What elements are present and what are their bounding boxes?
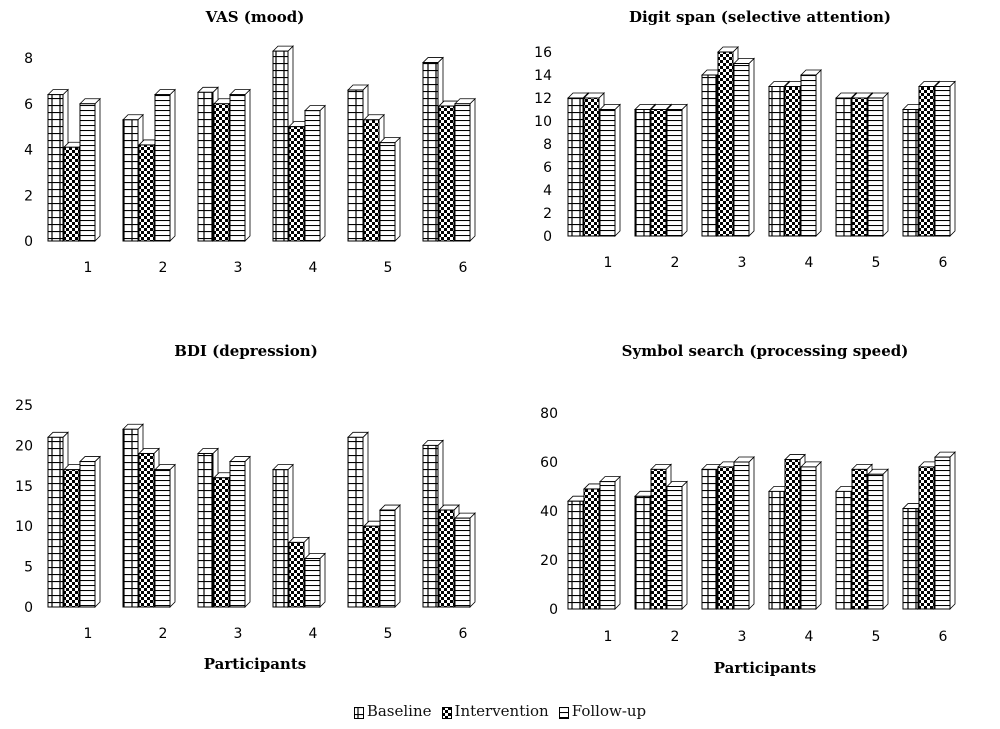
legend-swatch-intervention-icon <box>441 705 452 719</box>
x-tick-label: 5 <box>872 255 881 271</box>
chart-title: Symbol search (processing speed) <box>622 342 909 360</box>
legend-label: Intervention <box>454 702 549 720</box>
bar-followup <box>379 136 401 242</box>
chart-panel-vas-mood: VAS (mood) 0 2 4 6 8 1 2 3 4 5 6 <box>24 8 476 276</box>
bar-followup <box>454 512 476 608</box>
y-tick-label: 20 <box>15 438 33 454</box>
bar-followup <box>934 80 956 237</box>
x-tick-label: 6 <box>459 626 468 642</box>
bar-followup <box>666 103 688 237</box>
x-tick-label: 3 <box>234 626 243 642</box>
chart-panel-symbol-search: Symbol search (processing speed) Partici… <box>540 342 956 677</box>
x-tick-label: 3 <box>234 260 243 276</box>
y-tick-label: 14 <box>534 68 552 84</box>
plot-area: 0 20 40 60 80 1 2 3 4 5 6 <box>540 406 956 645</box>
plot-area: 0 5 10 15 20 25 1 2 3 4 5 6 <box>15 398 476 642</box>
bar-followup <box>599 103 621 237</box>
y-tick-label: 60 <box>540 455 558 471</box>
bar-followup <box>800 460 822 610</box>
x-tick-label: 2 <box>671 629 680 645</box>
y-tick-label: 20 <box>540 553 558 569</box>
bar-followup <box>867 92 889 237</box>
x-tick-label: 4 <box>309 626 318 642</box>
bar-followup <box>379 504 401 608</box>
bar-followup <box>666 480 688 610</box>
x-tick-label: 5 <box>384 626 393 642</box>
x-tick-label: 1 <box>84 260 93 276</box>
x-tick-label: 2 <box>671 255 680 271</box>
bar-followup <box>79 455 101 608</box>
x-tick-label: 4 <box>309 260 318 276</box>
chart-panel-bdi-depression: BDI (depression) Participants 0510152025… <box>15 342 476 673</box>
legend-item-followup: Follow-up <box>558 702 647 720</box>
y-tick-label: 8 <box>543 137 552 153</box>
x-tick-label: 6 <box>459 260 468 276</box>
y-tick-label: 12 <box>534 91 552 107</box>
legend-swatch-followup-icon <box>558 705 569 719</box>
bar-followup <box>304 552 326 608</box>
bar-followup <box>800 69 822 237</box>
chart-title: Digit span (selective attention) <box>629 8 891 26</box>
x-tick-label: 4 <box>805 255 814 271</box>
x-tick-label: 3 <box>738 255 747 271</box>
x-tick-label: 5 <box>872 629 881 645</box>
x-tick-label: 6 <box>939 629 948 645</box>
legend-item-baseline: Baseline <box>353 702 432 720</box>
y-tick-label: 16 <box>534 45 552 61</box>
y-tick-label: 0 <box>549 602 558 618</box>
y-tick-label: 80 <box>540 406 558 422</box>
y-tick-label: 5 <box>24 560 33 576</box>
bar-followup <box>733 57 755 237</box>
y-tick-label: 10 <box>534 114 552 130</box>
bar-followup <box>229 88 251 242</box>
bar-followup <box>154 88 176 242</box>
y-tick-label: 4 <box>543 183 552 199</box>
bar-followup <box>304 104 326 242</box>
x-tick-label: 6 <box>939 255 948 271</box>
bar-followup <box>229 455 251 608</box>
legend-item-intervention: Intervention <box>441 702 549 720</box>
plot-area: 0 2 4 6 8 1 2 3 4 5 6 <box>24 45 476 276</box>
legend-swatch-baseline-icon <box>353 705 364 719</box>
x-tick-label: 5 <box>384 260 393 276</box>
y-tick-label: 6 <box>24 97 33 113</box>
x-tick-label: 1 <box>84 626 93 642</box>
bar-followup <box>867 468 889 610</box>
bar-followup <box>454 97 476 242</box>
legend-label: Follow-up <box>571 702 647 720</box>
bar-followup <box>599 475 621 610</box>
y-tick-label: 25 <box>15 398 33 414</box>
y-tick-label: 4 <box>24 143 33 159</box>
legend: Baseline Intervention Follow-up <box>0 700 1000 722</box>
y-tick-label: 6 <box>543 160 552 176</box>
y-tick-label: 2 <box>24 188 33 204</box>
x-tick-label: 1 <box>604 255 613 271</box>
y-tick-label: 0 <box>24 234 33 250</box>
bar-followup <box>154 463 176 608</box>
x-tick-label: 2 <box>159 626 168 642</box>
y-tick-label: 8 <box>24 51 33 67</box>
legend-label: Baseline <box>366 702 432 720</box>
y-tick-label: 0 <box>24 600 33 616</box>
chart-title: BDI (depression) <box>174 342 318 360</box>
bar-baseline <box>634 103 656 237</box>
chart-panel-digit-span: Digit span (selective attention) 0 2 4 6 8 10… <box>534 8 956 271</box>
y-tick-label: 0 <box>543 229 552 245</box>
x-tick-label: 1 <box>604 629 613 645</box>
y-tick-label: 2 <box>543 206 552 222</box>
chart-title: VAS (mood) <box>205 8 305 26</box>
x-tick-label: 4 <box>805 629 814 645</box>
x-axis-label: Participants <box>714 659 816 677</box>
y-tick-label: 15 <box>15 479 33 495</box>
bar-followup <box>934 451 956 610</box>
y-tick-label: 40 <box>540 504 558 520</box>
bar-followup <box>733 456 755 610</box>
x-axis-label: Participants <box>204 655 306 673</box>
y-tick-label: 10 <box>15 519 33 535</box>
x-tick-label: 3 <box>738 629 747 645</box>
x-tick-label: 2 <box>159 260 168 276</box>
bar-followup <box>79 97 101 242</box>
